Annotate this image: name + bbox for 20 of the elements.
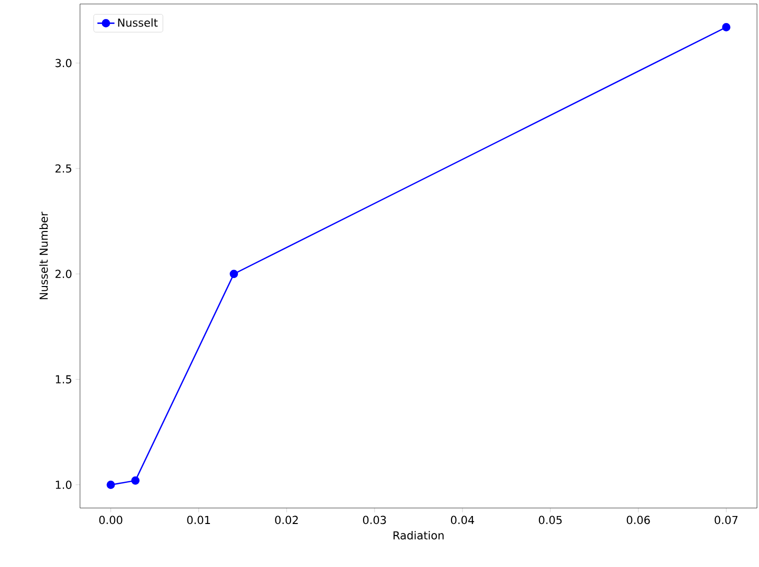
y-tick-label: 1.0 [56,480,72,489]
x-tick-label: 0.00 [99,516,122,524]
point [131,476,140,485]
point [722,23,730,32]
x-tick-label: 0.06 [626,516,650,524]
x-axis-title: Radiation [394,530,444,540]
y-tick-label: 1.5 [56,375,72,384]
x-tick-label: 0.02 [275,516,298,524]
point [230,270,238,278]
point [106,480,115,489]
y-tick-label: 2.0 [56,270,72,278]
y-tick-label: 2.5 [56,164,72,173]
y-tick-label: 3.0 [56,58,72,68]
x-tick-label: 0.03 [363,516,386,524]
legend-label: Nusselt [118,18,158,27]
x-tick-label: 0.04 [450,516,474,524]
x-tick-label: 0.01 [187,516,210,524]
y-axis-title: Nusselt Number [39,212,48,300]
x-tick-label: 0.05 [538,516,562,524]
x-tick-label: 0.07 [714,516,738,524]
